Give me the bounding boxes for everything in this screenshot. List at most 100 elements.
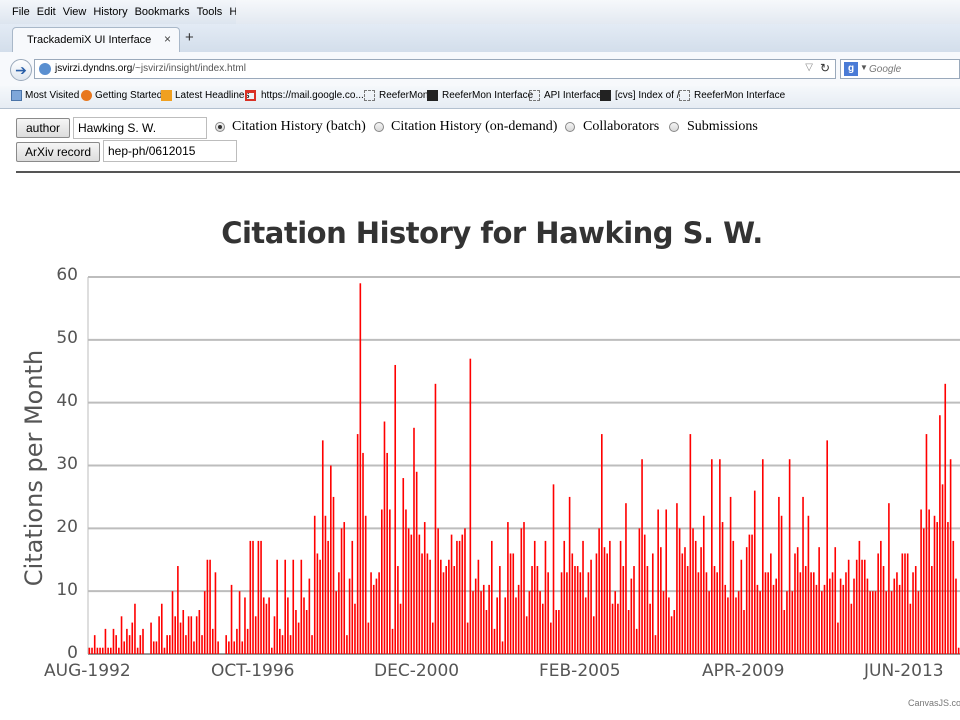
bar [922, 528, 925, 654]
bar [281, 635, 284, 654]
menu-edit[interactable]: Edit [36, 6, 56, 18]
site-identity-icon[interactable] [39, 63, 51, 75]
radio-submissions[interactable] [669, 122, 679, 132]
bar [711, 459, 713, 654]
dropdown-icon[interactable]: ▽ [805, 62, 813, 73]
bar [729, 496, 732, 654]
bookmark-cvs-index[interactable]: [cvs] Index of / [615, 90, 680, 101]
bookmark-api-interface[interactable]: API Interface [544, 90, 602, 101]
bar [260, 540, 262, 654]
bar [397, 566, 399, 654]
bar [431, 622, 434, 654]
bar [740, 559, 743, 654]
bar [265, 603, 268, 654]
bar [778, 496, 780, 654]
bar [579, 572, 582, 654]
bar [155, 641, 158, 654]
bar [405, 509, 407, 654]
bar [421, 553, 423, 654]
bar [236, 628, 238, 654]
bar [896, 572, 898, 654]
arxiv-record-button[interactable]: ArXiv record [16, 142, 100, 162]
menu-history[interactable]: History [93, 6, 128, 18]
bar [211, 628, 214, 654]
menu-bookmarks[interactable]: Bookmarks [134, 6, 190, 18]
bar [885, 591, 888, 654]
bookmark-gmail[interactable]: https://mail.google.co... [261, 90, 364, 101]
bookmark-reefermon[interactable]: ReeferMon [379, 90, 429, 101]
bookmark-getting-started[interactable]: Getting Started [95, 90, 163, 101]
bar [837, 622, 839, 654]
bookmark-reefermon-interface[interactable]: ReeferMon Interface [442, 90, 534, 101]
bar [622, 566, 625, 654]
bookmark-latest-headlines[interactable]: Latest Headlines [175, 90, 250, 101]
google-icon[interactable]: g [844, 62, 858, 76]
bar [584, 597, 587, 654]
close-icon[interactable]: × [163, 32, 171, 46]
bar [402, 478, 405, 654]
tab-trackademix[interactable]: TrackademiX UI Interface × [12, 27, 180, 52]
menu-tools[interactable]: Tools [196, 6, 223, 18]
bar [185, 635, 187, 654]
radio-citation-history-on-demand[interactable] [374, 122, 384, 132]
bar [179, 622, 182, 654]
bar [912, 572, 914, 654]
bar [335, 591, 337, 654]
bar [727, 597, 729, 654]
bar [952, 540, 955, 654]
bar [601, 434, 603, 654]
bar [724, 584, 727, 654]
bar [96, 647, 99, 654]
y-tick-label: 40 [56, 391, 78, 411]
bar [732, 540, 735, 654]
chevron-down-icon[interactable]: ▼ [860, 63, 868, 72]
bar [936, 522, 938, 654]
bookmark-most-visited[interactable]: Most Visited [25, 90, 80, 101]
bar [520, 528, 523, 654]
bar [327, 540, 329, 654]
bar [815, 584, 818, 654]
menu-view[interactable]: View [62, 6, 87, 18]
bar [319, 559, 321, 654]
bar [670, 616, 673, 654]
bar [598, 528, 600, 654]
bar [533, 540, 536, 654]
radio-collaborators[interactable] [565, 122, 575, 132]
firefox-icon [81, 90, 92, 101]
bar [338, 572, 340, 654]
new-tab-button[interactable]: + [185, 29, 194, 46]
bar [592, 616, 595, 654]
arxiv-record-input[interactable]: hep-ph/0612015 [103, 140, 237, 162]
bar [499, 566, 501, 654]
bar [324, 515, 327, 654]
bar [617, 603, 619, 654]
bar [893, 578, 896, 654]
chart-title: Citation History for Hawking S. W. [221, 216, 763, 250]
bookmark-reefermon-interface-2[interactable]: ReeferMon Interface [694, 90, 786, 101]
bar [466, 622, 469, 654]
radio-citation-history-batch[interactable] [215, 122, 225, 132]
bar [150, 622, 152, 654]
url-bar[interactable]: jsvirzi.dyndns.org/~jsvirzi/insight/inde… [34, 59, 836, 79]
reload-icon[interactable]: ↻ [819, 61, 830, 75]
menu-file[interactable]: File [12, 6, 30, 18]
bar [107, 647, 109, 654]
author-button[interactable]: author [16, 118, 70, 138]
url-text: jsvirzi.dyndns.org/~jsvirzi/insight/inde… [55, 63, 246, 74]
bar [660, 547, 662, 654]
bar [646, 566, 649, 654]
x-tick-label: DEC-2000 [374, 661, 460, 681]
bar [536, 566, 539, 654]
search-bar[interactable]: g ▼ Google [840, 59, 960, 79]
bar [799, 572, 802, 654]
bar [587, 572, 590, 654]
bar [692, 528, 694, 654]
bar [120, 616, 123, 654]
back-button[interactable]: ➔ [10, 59, 32, 81]
bar [110, 647, 112, 654]
bar [528, 591, 531, 654]
bar [802, 496, 804, 654]
author-input[interactable]: Hawking S. W. [73, 117, 207, 139]
bar [539, 591, 541, 654]
most-visited-icon [11, 90, 22, 101]
